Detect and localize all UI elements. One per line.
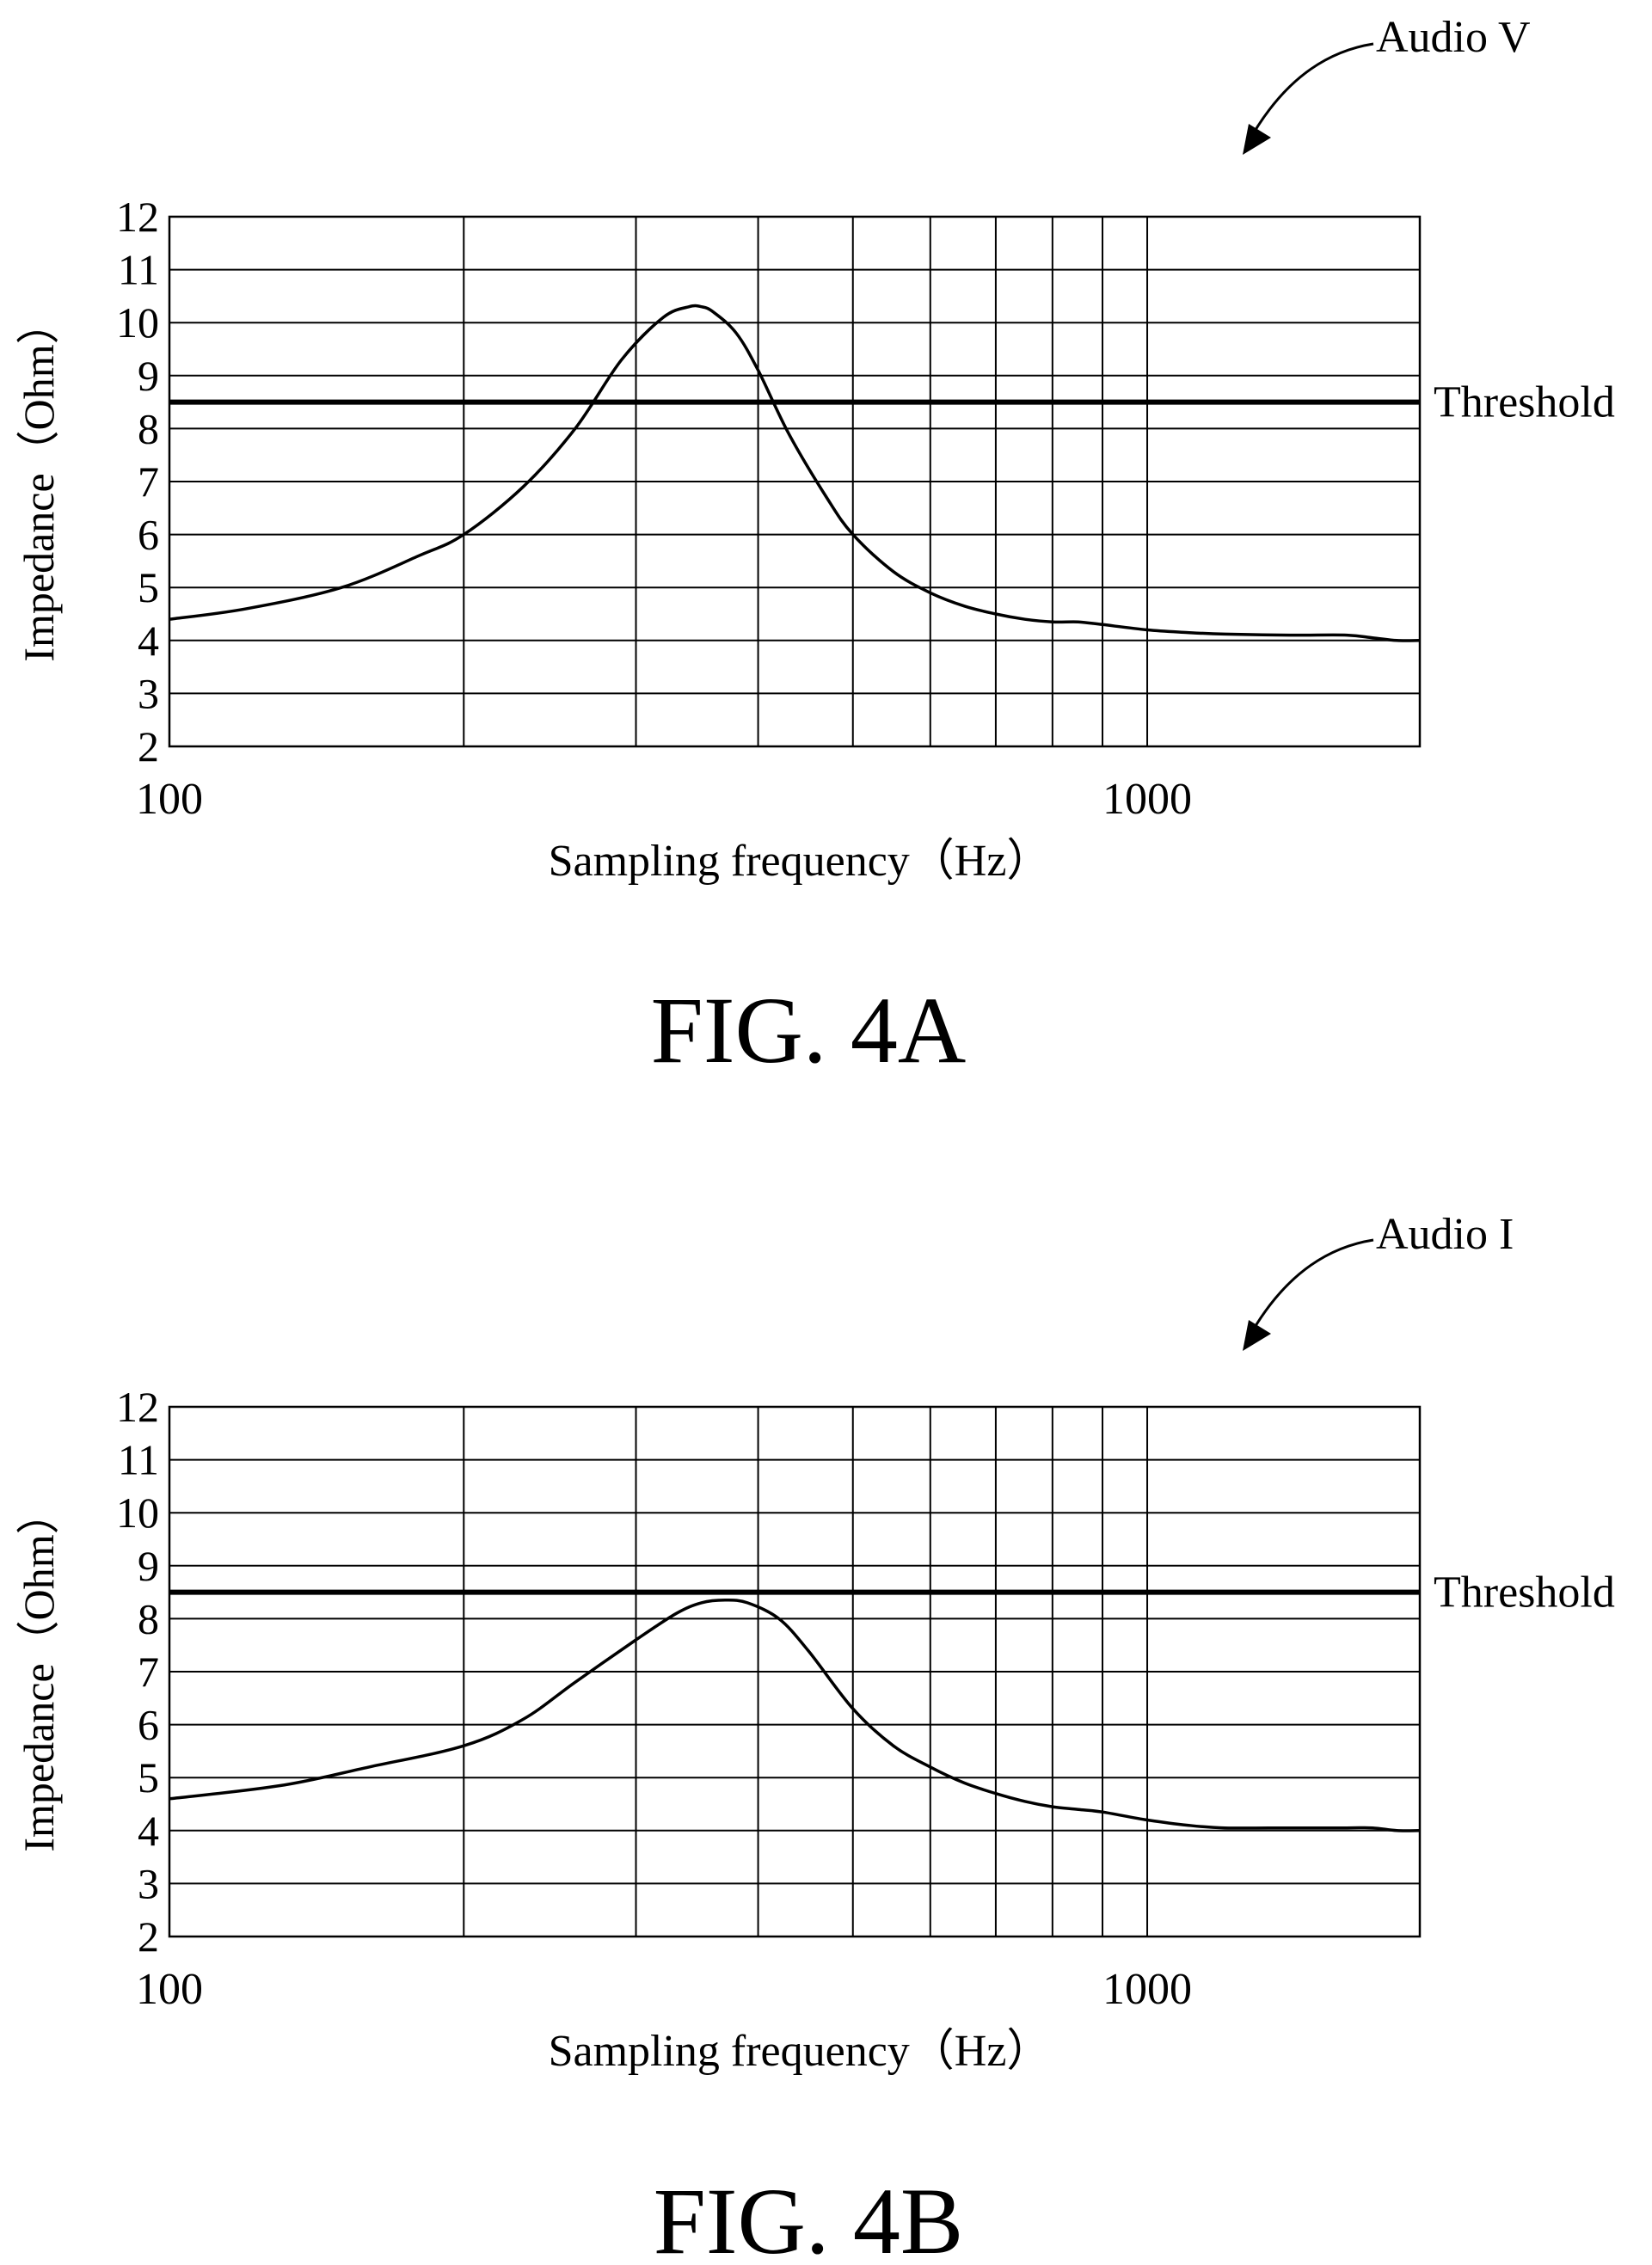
y-axis-label: Impedance（Ohm） bbox=[15, 301, 63, 661]
x-axis-label: Sampling frequency（Hz） bbox=[549, 2027, 1052, 2076]
y-tick-label: 11 bbox=[118, 246, 159, 294]
y-tick-label: 9 bbox=[138, 352, 159, 400]
y-tick-label: 6 bbox=[138, 511, 159, 559]
y-gridlines bbox=[169, 216, 1420, 747]
impedance-curve bbox=[169, 1599, 1421, 1832]
y-tick-label: 5 bbox=[138, 1753, 159, 1802]
y-tick-label: 6 bbox=[138, 1701, 159, 1749]
y-tick-labels: 2 34 56 7 89 10 11 12 bbox=[116, 1383, 159, 1961]
threshold-label: Threshold bbox=[1434, 1568, 1615, 1617]
threshold-label: Threshold bbox=[1434, 378, 1615, 427]
y-tick-label: 12 bbox=[116, 193, 159, 241]
callout-label: Audio I bbox=[1376, 1210, 1514, 1259]
figure-4b-chart: Audio I 2 34 56 7 89 10 11 12 100 1000 Threshold… bbox=[15, 1210, 1615, 2265]
x-tick-label: 100 bbox=[136, 775, 203, 824]
y-tick-label: 4 bbox=[138, 617, 159, 665]
x-axis-label: Sampling frequency（Hz） bbox=[549, 837, 1052, 886]
y-tick-label: 3 bbox=[138, 1859, 159, 1907]
y-tick-label: 4 bbox=[138, 1807, 159, 1855]
y-tick-label: 10 bbox=[116, 1489, 159, 1537]
y-axis-label: Impedance（Ohm） bbox=[15, 1491, 63, 1851]
plot-frame bbox=[168, 1405, 1422, 1938]
y-tick-label: 2 bbox=[138, 722, 159, 770]
y-tick-label: 10 bbox=[116, 298, 159, 347]
figure-caption: FIG. 4A bbox=[651, 978, 967, 1083]
callout-arrow-icon bbox=[1243, 42, 1374, 155]
plot-frame bbox=[168, 215, 1422, 748]
y-tick-label: 7 bbox=[138, 1648, 159, 1696]
y-tick-label: 9 bbox=[138, 1542, 159, 1590]
x-tick-labels: 100 1000 bbox=[136, 1965, 1192, 2014]
y-tick-label: 2 bbox=[138, 1912, 159, 1961]
y-tick-label: 12 bbox=[116, 1383, 159, 1431]
y-tick-label: 7 bbox=[138, 457, 159, 506]
figure-caption: FIG. 4B bbox=[654, 2169, 964, 2265]
x-tick-label: 100 bbox=[136, 1965, 203, 2014]
y-tick-label: 8 bbox=[138, 404, 159, 452]
y-tick-label: 11 bbox=[118, 1436, 159, 1484]
y-tick-label: 3 bbox=[138, 669, 159, 717]
y-tick-label: 5 bbox=[138, 563, 159, 611]
y-tick-label: 8 bbox=[138, 1594, 159, 1642]
y-gridlines bbox=[169, 1406, 1420, 1937]
impedance-curve bbox=[169, 304, 1421, 642]
x-tick-labels: 100 1000 bbox=[136, 775, 1192, 824]
callout-label: Audio V bbox=[1376, 13, 1531, 62]
x-tick-label: 1000 bbox=[1102, 775, 1192, 824]
callout-arrow-icon bbox=[1243, 1238, 1374, 1351]
x-tick-label: 1000 bbox=[1102, 1965, 1192, 2014]
